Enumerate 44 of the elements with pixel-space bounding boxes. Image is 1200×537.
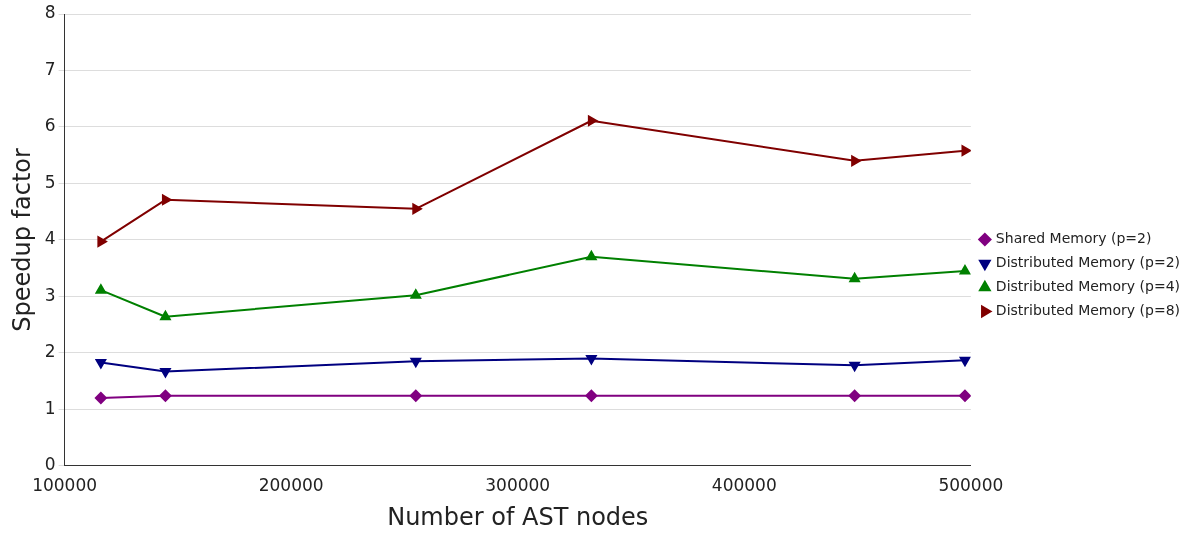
point (961, 145, 971, 156)
legend-label: Distributed Memory (p=4) (995, 278, 1181, 295)
point (94, 392, 107, 405)
point (586, 250, 597, 261)
y-tick-label: 7 (44, 58, 56, 79)
point (160, 367, 171, 378)
point (849, 361, 860, 372)
legend-label: Distributed Memory (p=8) (995, 302, 1181, 319)
point (410, 357, 422, 368)
point (161, 194, 172, 206)
point (95, 284, 107, 294)
point (959, 264, 971, 275)
y-tick-label: 2 (44, 341, 56, 362)
y-tick-label: 8 (44, 2, 56, 23)
x-axis-title: Number of AST nodes (387, 502, 649, 531)
y-tick-label: 4 (44, 228, 56, 249)
point (95, 358, 107, 369)
x-tick-label: 100000 (32, 475, 98, 496)
x-tick-label: 200000 (258, 475, 324, 496)
point (851, 155, 861, 167)
point (849, 272, 860, 283)
legend-label: Distributed Memory (p=2) (995, 254, 1181, 271)
point (409, 389, 422, 402)
x-tick-label: 400000 (711, 475, 777, 496)
point (587, 115, 598, 127)
y-tick-label: 1 (44, 397, 56, 418)
point (958, 389, 971, 402)
point (410, 289, 422, 299)
x-tick-label: 300000 (485, 475, 551, 496)
point (586, 355, 597, 365)
y-tick-label: 3 (44, 284, 56, 305)
y-tick-label: 5 (44, 171, 56, 192)
y-tick-label: 6 (44, 115, 56, 136)
y-axis-title: Speedup factor (7, 147, 36, 332)
point (159, 389, 172, 402)
point (412, 203, 422, 215)
x-tick-label: 500000 (938, 475, 1004, 496)
point (585, 389, 598, 402)
point (848, 389, 861, 402)
y-tick-label: 0 (44, 454, 56, 475)
legend-label: Shared Memory (p=2) (995, 230, 1152, 247)
point (959, 356, 971, 367)
point (97, 236, 107, 247)
point (160, 310, 171, 321)
